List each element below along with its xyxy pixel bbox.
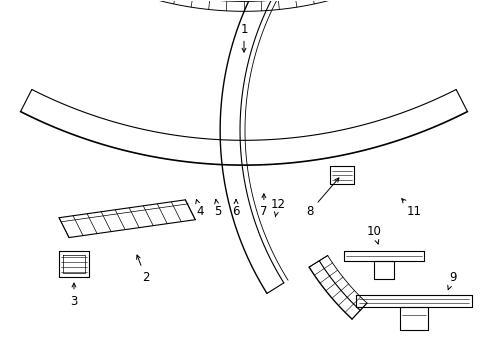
Text: 9: 9 [447, 271, 456, 289]
Text: 5: 5 [214, 199, 222, 218]
Text: 8: 8 [305, 178, 338, 218]
Text: 2: 2 [136, 255, 149, 284]
Text: 4: 4 [195, 199, 203, 218]
Text: 11: 11 [401, 199, 421, 218]
Text: 3: 3 [70, 283, 78, 307]
Text: 1: 1 [240, 23, 247, 52]
Text: 6: 6 [232, 199, 239, 218]
Text: 10: 10 [366, 225, 381, 244]
Text: 12: 12 [270, 198, 285, 217]
Text: 7: 7 [260, 194, 267, 218]
